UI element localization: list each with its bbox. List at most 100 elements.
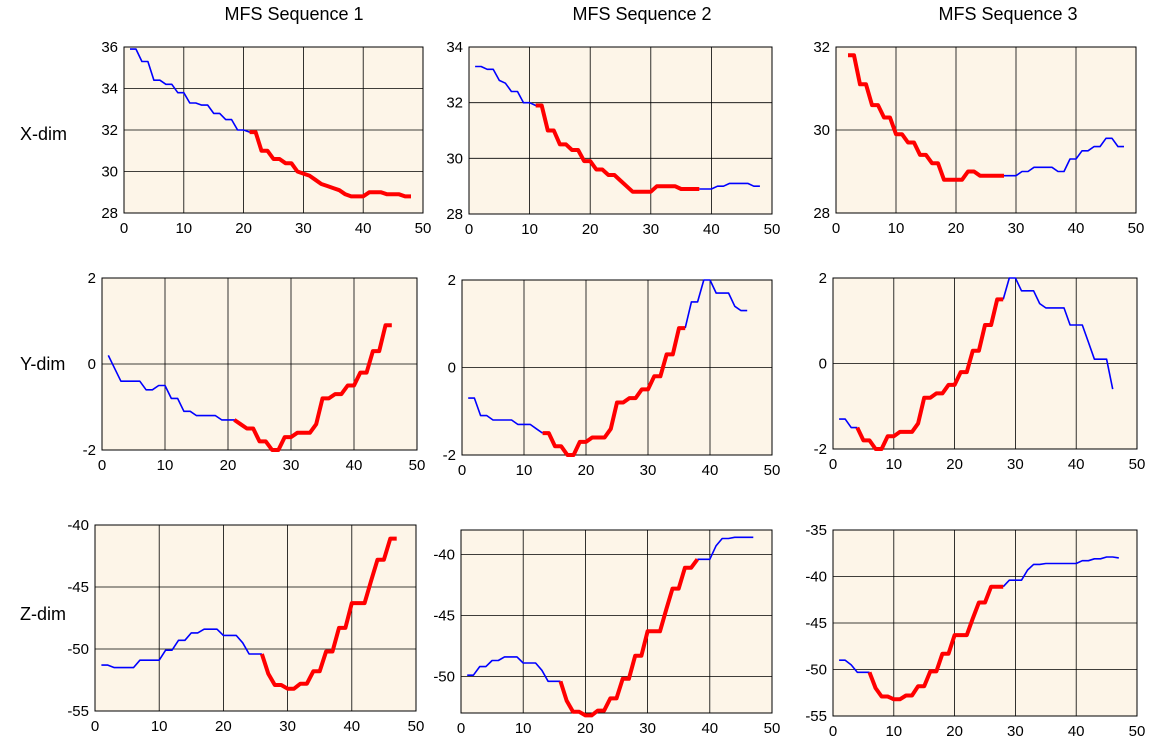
panel-z-seq3-xtick-label: 40	[1068, 723, 1085, 740]
panel-y-seq3-base-line-0	[839, 418, 858, 429]
panel-x-seq3-ytick-label: 32	[813, 39, 830, 56]
panel-x-seq2-background	[469, 47, 772, 214]
panel-y-seq3: 0 10 20 30 40 50-202	[814, 270, 1146, 473]
panel-z-seq1-base-line-0	[101, 628, 262, 669]
panel-x-seq2-xtick-label: 40	[703, 221, 720, 238]
panel-z-seq2-base-line-2	[697, 536, 754, 561]
panel-y-seq1-ytick-label: 2	[88, 270, 96, 287]
panel-z-seq3-base-line-0	[839, 659, 870, 674]
panel-y-seq2-ytick-label: -2	[443, 447, 456, 464]
panel-y-seq2-xtick-label: 30	[640, 462, 657, 479]
panel-y-seq2-ytick-label: 0	[448, 360, 456, 377]
panel-x-seq1-highlight-line-1	[249, 130, 411, 199]
panel-x-seq3-ytick-label: 30	[813, 122, 830, 139]
panel-x-seq1-frame	[123, 46, 424, 214]
panel-z-seq3-ytick-label: -50	[805, 662, 827, 679]
panel-z-seq2-ytick-label: -45	[433, 607, 455, 624]
panel-z-seq2: 0 10 20 30 40 50 -50 -45 -40	[433, 529, 781, 737]
panel-z-seq3-xtick-label: 0	[829, 723, 837, 740]
panel-y-seq3-highlight-line-1	[855, 297, 1004, 451]
panel-y-seq2-base-line-2	[684, 279, 748, 329]
panel-x-seq1-ytick-label: 36	[101, 39, 118, 56]
panel-y-seq2-ytick-label: 2	[448, 272, 456, 289]
panel-z-seq1-frame	[94, 524, 417, 712]
panel-x-seq1-xtick-label: 20	[235, 220, 252, 237]
panel-y-seq1-xtick-label: 10	[157, 457, 174, 474]
panel-y-seq1-base-line-0	[107, 355, 242, 425]
panel-x-seq2-ytick-label: 28	[446, 206, 463, 223]
panel-x-seq3-highlight-line-0	[848, 53, 1004, 182]
panel-z-seq3-highlight-line-1	[867, 584, 1004, 702]
row-label-x: X-dim	[20, 124, 68, 144]
panel-y-seq2-xtick-label: 50	[764, 462, 781, 479]
panel-z-seq3: 0 10 20 30 40 50 -55 -50 -45 -40 -35	[805, 522, 1145, 740]
panel-x-seq1-xtick-label: 30	[295, 220, 312, 237]
panel-x-seq1-xtick-label: 0	[120, 220, 128, 237]
panel-x-seq2-highlight-line-1	[535, 103, 700, 194]
panel-y-seq2-xtick-label: 40	[702, 462, 719, 479]
column-title-1: MFS Sequence 1	[224, 4, 364, 24]
panel-y-seq1-xtick-label: 40	[346, 457, 363, 474]
panel-z-seq2-xtick-label: 40	[701, 720, 718, 737]
panel-z-seq2-ytick-label: -50	[433, 668, 455, 685]
panel-z-seq2-base-line-0	[467, 656, 561, 683]
panel-x-seq3-xtick-label: 30	[1008, 220, 1025, 237]
panel-z-seq3-base-line-2	[1002, 556, 1119, 588]
panel-y-seq3-ytick-label: 2	[819, 270, 827, 287]
panel-y-seq2: 0 10 20 30 40 50-202	[443, 272, 781, 479]
panel-y-seq3-ytick-label: 0	[819, 356, 827, 373]
panel-y-seq1-frame	[101, 277, 418, 451]
panel-x-seq1-xtick-label: 50	[415, 220, 432, 237]
panel-x-seq3-base-line-1	[1004, 137, 1124, 177]
panel-z-seq1-ytick-label: -40	[67, 517, 89, 534]
panel-y-seq3-xtick-label: 30	[1007, 456, 1024, 473]
panel-x-seq1-ytick-label: 34	[101, 81, 118, 98]
panel-z-seq3-ytick-label: -45	[805, 615, 827, 632]
panel-y-seq1: 0 10 20 30 40 50-202	[83, 270, 426, 474]
panel-x-seq1: 0 10 20 30 40 50 28 30 32 34 36	[101, 39, 431, 237]
panel-z-seq3-ytick-label: -55	[805, 708, 827, 725]
panel-z-seq1-xtick-label: 0	[91, 718, 99, 735]
panel-x-seq2-base-line-0	[475, 65, 542, 107]
panel-z-seq1-xtick-label: 50	[408, 718, 425, 735]
column-title-2: MFS Sequence 2	[572, 4, 712, 24]
row-label-y: Y-dim	[20, 354, 66, 374]
panel-y-seq1-xtick-label: 50	[409, 457, 426, 474]
panel-y-seq3-xtick-label: 10	[885, 456, 902, 473]
panel-x-seq3: 0 10 20 30 40 50 28 30 32	[813, 39, 1144, 237]
panel-x-seq3-xtick-label: 20	[948, 220, 965, 237]
panel-z-seq2-xtick-label: 50	[764, 720, 781, 737]
panel-y-seq1-xtick-label: 20	[220, 457, 237, 474]
panel-z-seq1-xtick-label: 40	[343, 718, 360, 735]
panel-y-seq3-frame	[832, 277, 1138, 450]
panel-x-seq2-frame	[468, 46, 773, 215]
panel-x-seq2-xtick-label: 30	[642, 221, 659, 238]
panel-z-seq1-ytick-label: -50	[67, 641, 89, 658]
panel-y-seq3-xtick-label: 20	[946, 456, 963, 473]
panel-x-seq1-xtick-label: 10	[175, 220, 192, 237]
panel-z-seq3-xtick-label: 10	[885, 723, 902, 740]
panel-y-seq1-xtick-label: 0	[98, 457, 106, 474]
panel-z-seq3-xtick-label: 50	[1129, 723, 1146, 740]
panel-y-seq1-ytick-label: -2	[83, 442, 96, 459]
row-label-z: Z-dim	[20, 604, 66, 624]
panel-z-seq3-frame	[832, 529, 1138, 717]
panel-x-seq2-ytick-label: 30	[446, 150, 463, 167]
panel-x-seq3-ytick-label: 28	[813, 205, 830, 222]
panel-z-seq3-xtick-label: 30	[1007, 723, 1024, 740]
panel-z-seq2-xtick-label: 20	[577, 720, 594, 737]
column-title-3: MFS Sequence 3	[938, 4, 1078, 24]
panel-y-seq2-xtick-label: 0	[458, 462, 466, 479]
panel-x-seq1-ytick-label: 28	[101, 205, 118, 222]
panel-x-seq3-frame	[835, 46, 1137, 214]
panel-z-seq1-xtick-label: 30	[279, 718, 296, 735]
panel-z-seq2-xtick-label: 10	[515, 720, 532, 737]
panel-x-seq1-base-line-0	[130, 48, 256, 133]
panel-z-seq1-ytick-label: -45	[67, 579, 89, 596]
panel-y-seq3-xtick-label: 50	[1129, 456, 1146, 473]
panel-x-seq2-xtick-label: 50	[764, 221, 781, 238]
panel-x-seq3-xtick-label: 0	[832, 220, 840, 237]
panel-x-seq1-xtick-label: 40	[355, 220, 372, 237]
